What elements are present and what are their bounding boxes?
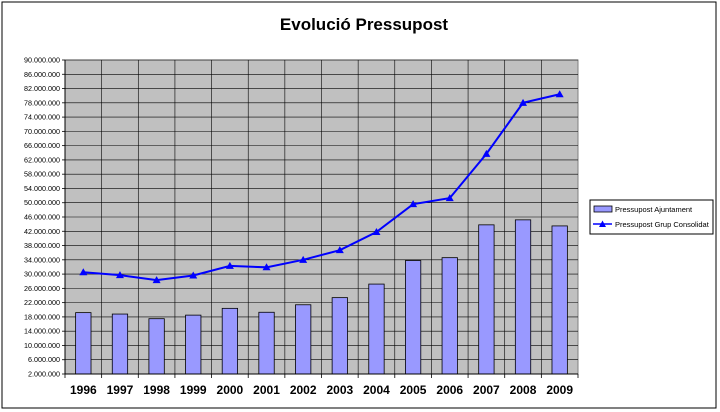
y-tick-label: 62.000.000 (24, 155, 60, 164)
x-tick-label: 2007 (473, 383, 500, 397)
x-tick-label: 2008 (510, 383, 537, 397)
y-tick-label: 30.000.000 (24, 270, 60, 279)
y-tick-label: 86.000.000 (24, 70, 60, 79)
bar-1996 (75, 312, 92, 375)
bar-2007 (478, 224, 495, 375)
point-1999 (189, 271, 198, 279)
point-2009 (555, 90, 564, 98)
bar-1997 (111, 313, 129, 375)
chart-title: Evolució Pressupost (280, 15, 448, 34)
point-2004 (372, 227, 381, 235)
point-1997 (115, 271, 124, 279)
y-tick-label: 38.000.000 (24, 241, 60, 250)
point-1998 (152, 276, 161, 284)
point-2003 (335, 246, 344, 254)
legend-label-grup-consolidat: Pressupost Grup Consolidat (615, 220, 710, 229)
bar-2004 (368, 283, 385, 375)
legend-label-ajuntament: Pressupost Ajuntament (615, 205, 693, 214)
point-2005 (409, 200, 418, 208)
y-tick-label: 70.000.000 (24, 127, 60, 136)
legend-bar-swatch (593, 205, 613, 213)
line-series-group (79, 90, 564, 284)
y-tick-label: 34.000.000 (24, 255, 60, 264)
bar-2008 (514, 219, 532, 375)
y-axis: 2.000.000 6.000.000 10.000.000 14.000.000 18… (24, 56, 66, 379)
y-tick-label: 90.000.000 (24, 56, 60, 65)
point-2007 (482, 149, 491, 157)
point-1996 (79, 268, 88, 276)
bar-1999 (185, 314, 202, 375)
x-axis: 1996 1997 1998 1999 2000 2001 2002 2003 2004 2005… (64, 373, 579, 397)
plot-area (64, 59, 579, 375)
y-tick-label: 26.000.000 (24, 284, 60, 293)
bar-2001 (258, 311, 275, 375)
bar-2009 (551, 225, 568, 375)
legend-triangle-marker (599, 220, 606, 227)
x-tick-label: 2006 (436, 383, 463, 397)
x-tick-label: 2002 (290, 383, 317, 397)
bar-1998 (148, 318, 165, 375)
y-tick-label: 6.000.000 (28, 355, 60, 364)
y-tick-label: 22.000.000 (24, 298, 60, 307)
x-tick-label: 2004 (363, 383, 390, 397)
x-tick-label: 2009 (546, 383, 573, 397)
y-tick-label: 18.000.000 (24, 312, 60, 321)
x-tick-label: 2003 (326, 383, 353, 397)
legend: Pressupost Ajuntament Pressupost Grup Co… (589, 199, 714, 235)
point-2002 (299, 255, 308, 263)
x-tick-label: 2001 (253, 383, 280, 397)
point-2000 (225, 261, 234, 269)
y-tick-label: 42.000.000 (24, 227, 60, 236)
y-tick-label: 10.000.000 (24, 341, 60, 350)
point-2008 (519, 98, 528, 106)
y-tick-label: 2.000.000 (28, 370, 60, 379)
point-2006 (445, 194, 454, 202)
x-tick-label: 2000 (217, 383, 244, 397)
y-tick-label: 66.000.000 (24, 141, 60, 150)
x-tick-label: 1999 (180, 383, 207, 397)
y-tick-label: 74.000.000 (24, 113, 60, 122)
bar-2005 (405, 260, 422, 375)
x-tick-label: 2005 (400, 383, 427, 397)
bar-2002 (295, 304, 312, 375)
y-tick-label: 78.000.000 (24, 98, 60, 107)
x-tick-label: 1998 (143, 383, 170, 397)
series-line (83, 93, 560, 282)
point-2001 (262, 263, 271, 271)
bar-2006 (441, 257, 458, 375)
y-tick-label: 46.000.000 (24, 213, 60, 222)
y-tick-label: 82.000.000 (24, 84, 60, 93)
y-tick-label: 54.000.000 (24, 184, 60, 193)
y-tick-label: 58.000.000 (24, 170, 60, 179)
bar-2003 (331, 297, 348, 375)
y-tick-label: 14.000.000 (24, 327, 60, 336)
x-tick-label: 1996 (70, 383, 97, 397)
bar-2000 (221, 307, 238, 375)
y-tick-label: 50.000.000 (24, 198, 60, 207)
x-tick-label: 1997 (107, 383, 134, 397)
